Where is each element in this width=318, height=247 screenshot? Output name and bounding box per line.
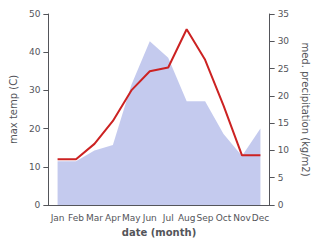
svg-text:Jan: Jan: [50, 213, 65, 223]
svg-text:0: 0: [35, 200, 41, 210]
svg-text:40: 40: [29, 47, 41, 57]
svg-text:date (month): date (month): [122, 227, 196, 238]
svg-text:Nov: Nov: [233, 213, 251, 223]
svg-text:20: 20: [278, 91, 290, 101]
svg-text:5: 5: [278, 173, 284, 183]
svg-text:max temp (C): max temp (C): [8, 75, 19, 144]
svg-text:Aug: Aug: [178, 213, 196, 223]
svg-text:May: May: [122, 213, 141, 223]
svg-text:Feb: Feb: [68, 213, 84, 223]
svg-text:med. precipitation (kg/m2): med. precipitation (kg/m2): [300, 42, 311, 176]
svg-text:10: 10: [278, 145, 290, 155]
svg-text:10: 10: [29, 162, 41, 172]
svg-text:Oct: Oct: [216, 213, 232, 223]
svg-text:15: 15: [278, 118, 289, 128]
svg-text:Jul: Jul: [162, 213, 174, 223]
svg-text:Apr: Apr: [105, 213, 121, 223]
svg-text:30: 30: [278, 36, 290, 46]
svg-text:Mar: Mar: [86, 213, 103, 223]
svg-text:Dec: Dec: [252, 213, 269, 223]
svg-text:20: 20: [29, 124, 41, 134]
svg-text:30: 30: [29, 85, 41, 95]
svg-text:25: 25: [278, 64, 289, 74]
svg-text:0: 0: [278, 200, 284, 210]
svg-text:35: 35: [278, 9, 289, 19]
svg-text:Jun: Jun: [142, 213, 157, 223]
svg-text:50: 50: [29, 9, 41, 19]
svg-text:Sep: Sep: [197, 213, 214, 223]
